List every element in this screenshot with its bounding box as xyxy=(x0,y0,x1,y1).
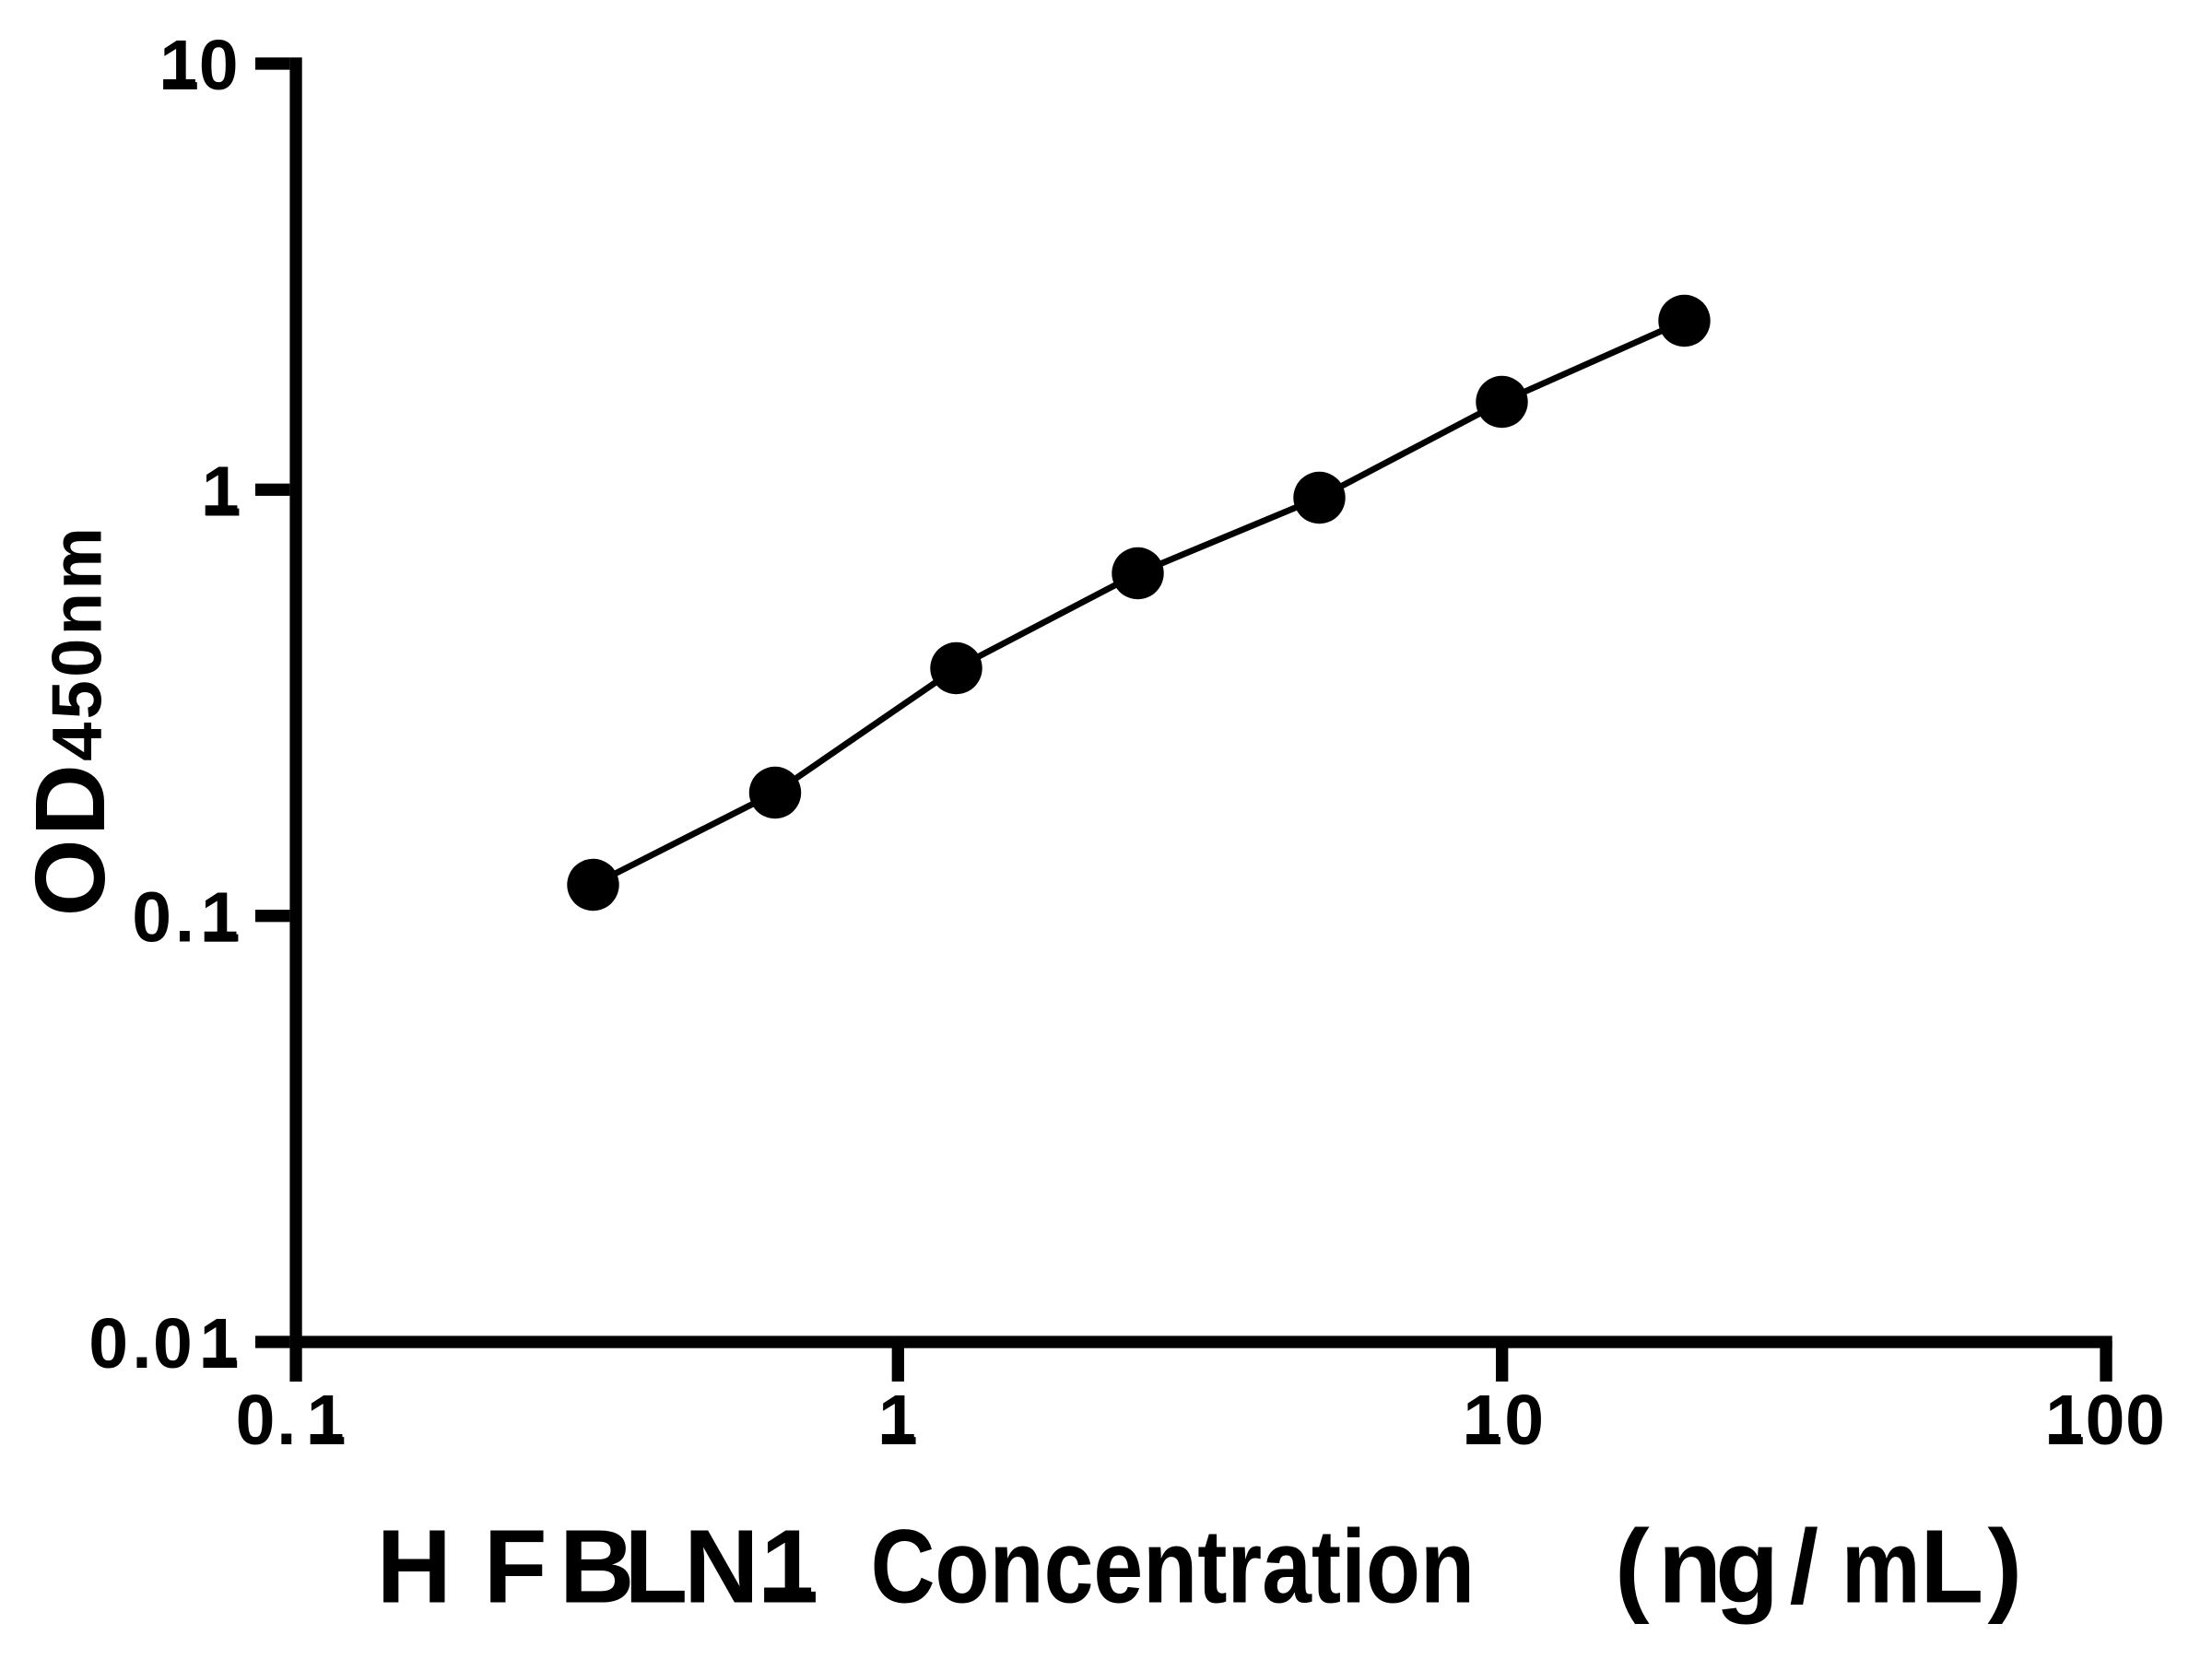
svg-text:1: 1 xyxy=(307,1381,347,1460)
svg-text:.: . xyxy=(175,878,194,958)
svg-text:0: 0 xyxy=(88,1304,128,1383)
svg-text:1: 1 xyxy=(878,1381,918,1460)
svg-text:0: 0 xyxy=(199,26,239,105)
svg-text:): ) xyxy=(1988,1509,2023,1625)
svg-text:H: H xyxy=(377,1509,453,1625)
svg-text:0: 0 xyxy=(2125,1381,2165,1460)
svg-text:1: 1 xyxy=(159,26,199,105)
svg-text:1: 1 xyxy=(760,1509,818,1625)
svg-text:.: . xyxy=(132,1304,151,1383)
svg-text:0: 0 xyxy=(236,1381,276,1460)
svg-text:N: N xyxy=(684,1509,759,1625)
svg-text:1: 1 xyxy=(202,452,241,531)
svg-text:1: 1 xyxy=(2045,1381,2085,1460)
svg-text:1: 1 xyxy=(201,878,241,958)
svg-text:/: / xyxy=(1790,1509,1818,1625)
svg-text:1: 1 xyxy=(200,1304,240,1383)
svg-text:n: n xyxy=(1658,1509,1722,1625)
svg-text:0: 0 xyxy=(1504,1381,1544,1460)
svg-text:0: 0 xyxy=(153,1304,193,1383)
svg-text:F: F xyxy=(484,1509,547,1625)
svg-text:.: . xyxy=(276,1381,296,1460)
svg-text:0: 0 xyxy=(132,878,171,958)
svg-text:L: L xyxy=(624,1509,688,1625)
svg-text:(: ( xyxy=(1615,1509,1650,1625)
svg-text:m: m xyxy=(1841,1509,1921,1625)
svg-text:1: 1 xyxy=(1463,1381,1502,1460)
svg-text:B: B xyxy=(559,1509,635,1625)
svg-text:Concentration: Concentration xyxy=(871,1509,1476,1625)
svg-text:L: L xyxy=(1920,1509,1983,1625)
svg-text:g: g xyxy=(1715,1509,1779,1625)
svg-text:0: 0 xyxy=(2086,1381,2125,1460)
